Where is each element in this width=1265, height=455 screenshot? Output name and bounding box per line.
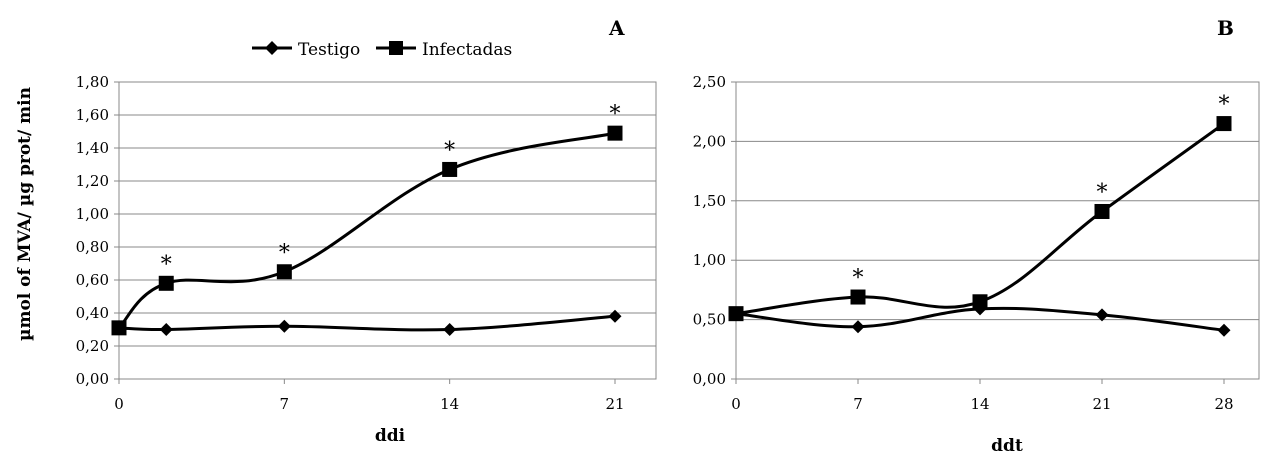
legend-testigo-marker: [265, 41, 279, 55]
point-b-testigo-1: [851, 320, 865, 334]
y-tick-label-a-4: 0,80: [76, 238, 109, 256]
y-tick-label-a-2: 0,40: [76, 304, 109, 322]
series-line-a-testigo: [118, 314, 616, 332]
x-tick-label-a-1: 7: [280, 395, 290, 413]
x-axis-title-b: ddt: [991, 436, 1023, 455]
point-a-infectadas-1: [158, 275, 174, 291]
panel-label-b: B: [1217, 16, 1234, 40]
annotation-star-b-2: *: [1219, 93, 1230, 118]
panel-label-a: A: [608, 16, 625, 40]
y-tick-label-a-8: 1,60: [76, 106, 109, 124]
legend: Testigo Infectadas: [252, 40, 512, 60]
plot-frame-a: [118, 81, 657, 380]
y-tick-label-b-2: 1,00: [693, 251, 726, 269]
point-a-testigo-3: [443, 323, 457, 336]
x-tick-label-a-0: 0: [114, 395, 124, 413]
point-b-infectadas-4: [1216, 116, 1232, 132]
series-a: [111, 125, 623, 336]
y-tick-label-b-3: 1,50: [693, 192, 726, 210]
legend-infectadas-label: Infectadas: [422, 40, 512, 60]
point-a-testigo-2: [277, 319, 291, 333]
x-tick-label-a-3: 21: [605, 395, 624, 413]
y-tick-label-b-1: 0,50: [693, 311, 726, 329]
point-b-infectadas-2: [972, 294, 988, 310]
point-a-infectadas-2: [276, 264, 292, 280]
annotations-b: * * *: [853, 93, 1230, 291]
point-a-testigo-1: [159, 323, 173, 336]
point-a-infectadas-3: [442, 161, 458, 177]
grid-b: [736, 81, 1259, 321]
legend-testigo-label: Testigo: [298, 40, 360, 60]
annotation-star-a-3: *: [610, 102, 621, 127]
annotation-star-b-1: *: [1097, 180, 1108, 205]
x-tick-label-b-2: 14: [970, 395, 989, 413]
y-tick-label-b-0: 0,00: [693, 370, 726, 388]
y-tick-label-a-3: 0,60: [76, 271, 109, 289]
point-b-infectadas-0: [728, 306, 744, 322]
annotation-star-a-1: *: [279, 241, 290, 266]
x-ticks-b: 0 7 14 21 28: [731, 379, 1234, 413]
point-a-infectadas-0: [111, 320, 127, 336]
x-tick-label-b-0: 0: [731, 395, 741, 413]
x-tick-label-b-3: 21: [1092, 395, 1111, 413]
y-tick-label-a-6: 1,20: [76, 172, 109, 190]
x-tick-label-b-1: 7: [853, 395, 863, 413]
y-tick-label-a-5: 1,00: [76, 205, 109, 223]
series-line-b-infectadas: [735, 122, 1225, 316]
plot-frame-b: [735, 81, 1260, 380]
annotation-star-b-0: *: [853, 266, 864, 291]
point-a-testigo-4: [608, 309, 622, 323]
legend-infectadas-marker: [389, 41, 403, 55]
series-b: [728, 116, 1232, 337]
grid-a: [119, 81, 656, 347]
chart-panel-a: 0,00 0,20 0,40 0,60 0,80 1,00 1,20 1,40 1,60 1,80…: [76, 73, 657, 446]
y-tick-label-b-5: 2,50: [693, 73, 726, 91]
x-ticks-a: 0 7 14 21: [114, 379, 625, 413]
y-axis-title: µmol of MVA/ µg prot/ min: [15, 87, 35, 341]
x-tick-label-b-4: 28: [1214, 395, 1233, 413]
annotations-a: * * * *: [161, 102, 621, 277]
series-line-a-infectadas: [117, 131, 616, 329]
y-ticks-a: 0,00 0,20 0,40 0,60 0,80 1,00 1,20 1,40 1,60 1,80: [76, 73, 119, 388]
y-tick-label-a-7: 1,40: [76, 139, 109, 157]
y-tick-label-a-0: 0,00: [76, 370, 109, 388]
point-a-infectadas-4: [607, 125, 623, 141]
x-tick-label-a-2: 14: [440, 395, 459, 413]
annotation-star-a-0: *: [161, 252, 172, 277]
chart-panel-b: 0,00 0,50 1,00 1,50 2,00 2,50 0 7 14 21 28 * * * dd…: [693, 73, 1260, 455]
y-ticks-b: 0,00 0,50 1,00 1,50 2,00 2,50: [693, 73, 736, 388]
point-b-testigo-3: [1095, 308, 1109, 322]
point-b-infectadas-3: [1094, 203, 1110, 219]
y-tick-label-b-4: 2,00: [693, 132, 726, 150]
x-axis-title-a: ddi: [375, 426, 406, 446]
y-tick-label-a-1: 0,20: [76, 337, 109, 355]
point-b-infectadas-1: [850, 289, 866, 305]
point-b-testigo-4: [1217, 323, 1231, 337]
annotation-star-a-2: *: [444, 138, 455, 163]
y-tick-label-a-9: 1,80: [76, 73, 109, 91]
